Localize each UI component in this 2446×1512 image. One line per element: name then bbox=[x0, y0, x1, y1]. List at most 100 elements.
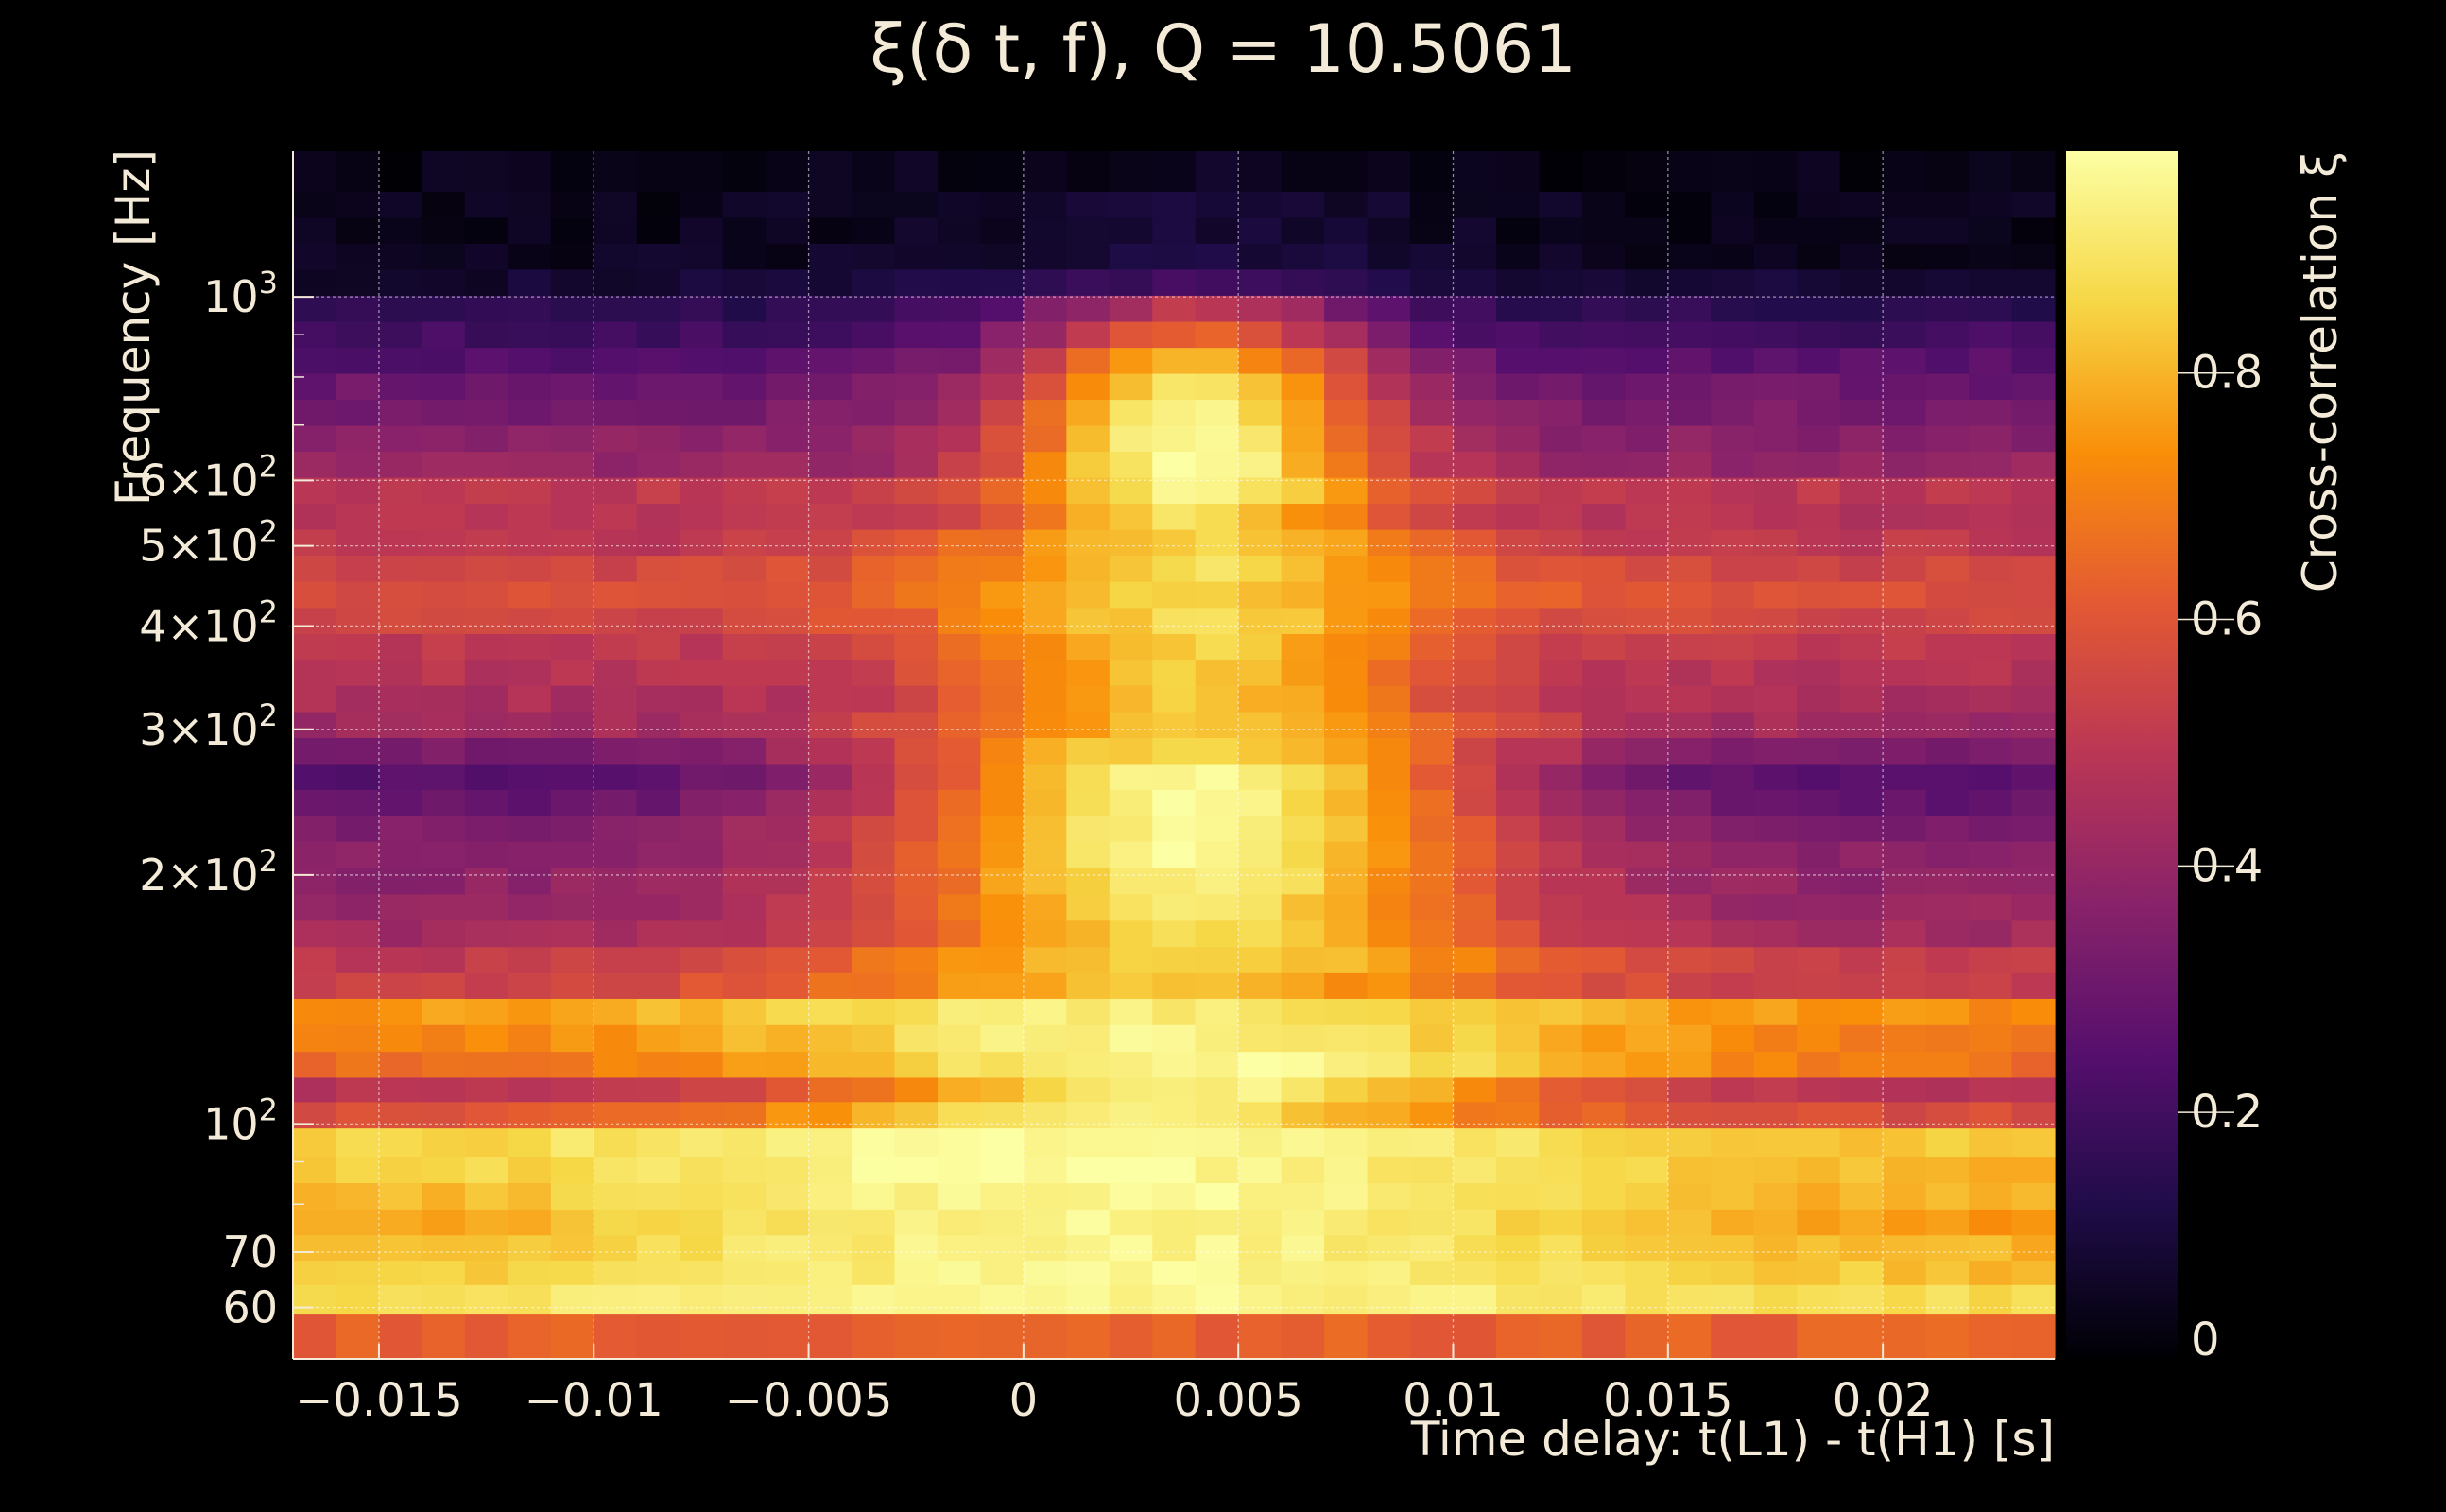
heatmap-cell bbox=[293, 815, 337, 842]
heatmap-cell bbox=[1023, 216, 1067, 244]
heatmap-cell bbox=[1195, 580, 1239, 609]
heatmap-cell bbox=[722, 1260, 767, 1285]
heatmap-cell bbox=[766, 191, 810, 218]
heatmap-cell bbox=[980, 840, 1025, 868]
heatmap-cell bbox=[1797, 946, 1841, 973]
heatmap-cell bbox=[1281, 424, 1325, 453]
heatmap-cell bbox=[1324, 1076, 1369, 1103]
heatmap-cell bbox=[1969, 320, 2013, 349]
heatmap-cell bbox=[1539, 477, 1583, 505]
heatmap-cell bbox=[550, 737, 594, 765]
heatmap-cell bbox=[1495, 633, 1541, 661]
heatmap-cell bbox=[680, 633, 724, 661]
heatmap-cell bbox=[1925, 399, 1970, 426]
heatmap-cell bbox=[1925, 347, 1970, 374]
heatmap-cell bbox=[1453, 1024, 1497, 1053]
heatmap-cell bbox=[550, 555, 594, 582]
heatmap-cell bbox=[1195, 1234, 1239, 1262]
heatmap-cell bbox=[937, 867, 982, 895]
heatmap-cell bbox=[2011, 372, 2056, 401]
heatmap-cell bbox=[894, 840, 939, 868]
heatmap-cell bbox=[1109, 633, 1153, 661]
heatmap-cell bbox=[2011, 268, 2056, 296]
heatmap-cell bbox=[1066, 347, 1111, 374]
heatmap-cell bbox=[336, 424, 380, 453]
heatmap-cell bbox=[1753, 191, 1798, 218]
heatmap-cell bbox=[808, 529, 853, 557]
heatmap-cell bbox=[1753, 840, 1798, 868]
heatmap-cell bbox=[722, 477, 767, 505]
heatmap-cell bbox=[852, 1314, 896, 1360]
heatmap-cell bbox=[1883, 763, 1927, 790]
heatmap-cell bbox=[1625, 580, 1669, 609]
heatmap-cell bbox=[1152, 477, 1197, 505]
heatmap-cell bbox=[894, 919, 939, 948]
heatmap-cell bbox=[1495, 1260, 1541, 1285]
heatmap-cell bbox=[722, 1234, 767, 1262]
heatmap-cell bbox=[1367, 268, 1411, 296]
heatmap-cell bbox=[1883, 477, 1927, 505]
heatmap-cell bbox=[550, 1076, 594, 1103]
heatmap-cell bbox=[2011, 295, 2056, 322]
heatmap-cell bbox=[1367, 424, 1411, 453]
heatmap-cell bbox=[550, 1284, 594, 1315]
heatmap-cell bbox=[980, 503, 1025, 530]
heatmap-cell bbox=[894, 659, 939, 686]
heatmap-cell bbox=[937, 840, 982, 868]
heatmap-cell bbox=[550, 998, 594, 1025]
heatmap-cell bbox=[1711, 763, 1755, 790]
heatmap-cell bbox=[1539, 659, 1583, 686]
heatmap-cell bbox=[2011, 972, 2056, 999]
heatmap-cell bbox=[422, 607, 466, 634]
heatmap-cell bbox=[1883, 424, 1927, 453]
heatmap-cell bbox=[464, 191, 508, 218]
heatmap-cell bbox=[852, 1156, 896, 1184]
heatmap-cell bbox=[1581, 1260, 1626, 1285]
heatmap-cell bbox=[680, 1284, 724, 1315]
heatmap-cell bbox=[722, 633, 767, 661]
heatmap-cell bbox=[1925, 1314, 1970, 1360]
heatmap-cell bbox=[766, 151, 810, 193]
heatmap-cell bbox=[980, 1076, 1025, 1103]
heatmap-cell bbox=[1969, 347, 2013, 374]
heatmap-cell bbox=[1281, 607, 1325, 634]
heatmap-cell bbox=[1625, 659, 1669, 686]
heatmap-cell bbox=[1023, 372, 1067, 401]
heatmap-cell bbox=[1883, 867, 1927, 895]
heatmap-cell bbox=[1711, 555, 1755, 582]
heatmap-cell bbox=[2011, 737, 2056, 765]
heatmap-cell bbox=[594, 972, 638, 999]
heatmap-cell bbox=[594, 1076, 638, 1103]
heatmap-cell bbox=[680, 424, 724, 453]
heatmap-cell bbox=[980, 151, 1025, 193]
heatmap-cell bbox=[1453, 477, 1497, 505]
heatmap-cell bbox=[1195, 1024, 1239, 1053]
heatmap-cell bbox=[1667, 1284, 1712, 1315]
heatmap-cell bbox=[1324, 685, 1369, 713]
heatmap-cell bbox=[766, 659, 810, 686]
heatmap-cell bbox=[1367, 347, 1411, 374]
heatmap-cell bbox=[594, 295, 638, 322]
heatmap-cell bbox=[293, 1234, 337, 1262]
heatmap-cell bbox=[1667, 529, 1712, 557]
heatmap-cell bbox=[722, 503, 767, 530]
heatmap-cell bbox=[336, 477, 380, 505]
heatmap-cell bbox=[808, 451, 853, 478]
heatmap-cell bbox=[508, 1260, 552, 1285]
heatmap-cell bbox=[594, 1234, 638, 1262]
heatmap-cell bbox=[894, 1156, 939, 1184]
heatmap-cell bbox=[1839, 1209, 1884, 1236]
heatmap-cell bbox=[2011, 1260, 2056, 1285]
heatmap-cell bbox=[293, 503, 337, 530]
heatmap-cell bbox=[1324, 919, 1369, 948]
heatmap-cell bbox=[1667, 372, 1712, 401]
heatmap-cell bbox=[1883, 607, 1927, 634]
heatmap-cell bbox=[422, 216, 466, 244]
heatmap-cell bbox=[1453, 711, 1497, 738]
heatmap-cell bbox=[1324, 477, 1369, 505]
heatmap-cell bbox=[422, 919, 466, 948]
heatmap-cell bbox=[852, 685, 896, 713]
heatmap-cell bbox=[1238, 295, 1283, 322]
heatmap-cell bbox=[336, 1209, 380, 1236]
heatmap-cell bbox=[1925, 451, 1970, 478]
